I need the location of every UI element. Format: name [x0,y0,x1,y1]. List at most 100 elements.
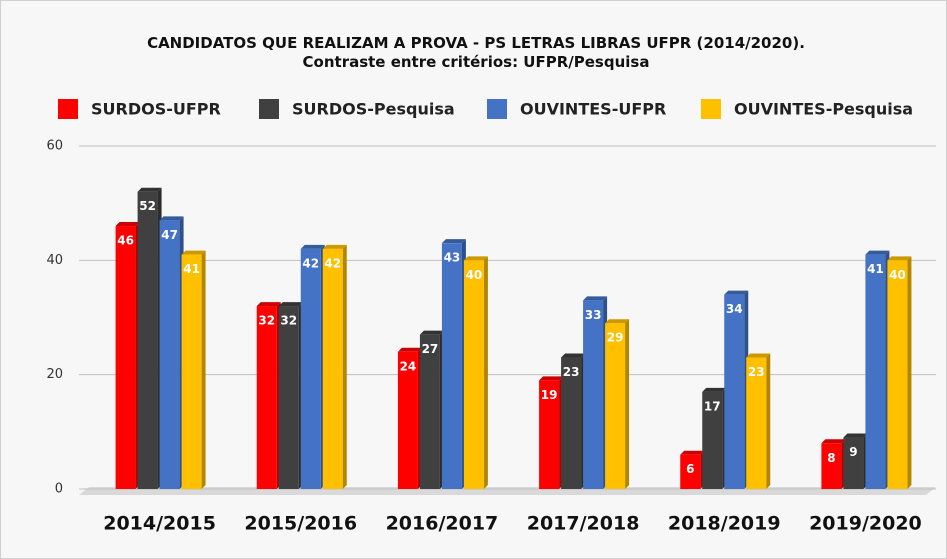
legend-label: OUVINTES-UFPR [520,100,666,119]
data-label: 41 [867,262,884,276]
bar-top [746,353,771,358]
bar-side [483,256,488,489]
chart-title-box: CANDIDATOS QUE REALIZAM A PROVA - PS LET… [41,34,911,72]
bar-top [680,450,705,455]
data-label: 46 [117,234,134,248]
legend-label: SURDOS-UFPR [91,100,221,119]
data-label: 40 [466,268,483,282]
bar-top [322,244,347,249]
data-label: 29 [607,331,624,345]
bar-top [605,319,630,324]
bar-side [625,319,630,489]
y-tick-label: 20 [46,367,63,382]
data-label: 8 [827,451,835,465]
bar-top [181,250,206,255]
y-tick-label: 40 [46,253,63,268]
bar-top [724,290,749,295]
bar-top [278,302,303,307]
bar [278,306,299,489]
bar [746,357,767,489]
data-label: 23 [563,365,580,379]
bar [561,357,582,489]
x-tick-label: 2015/2016 [244,513,357,535]
bar [724,294,745,489]
bar-top [865,250,890,255]
bar [256,306,277,489]
bar-side [907,256,912,489]
data-label: 19 [541,388,558,402]
bar-side [342,244,347,489]
bar [583,300,604,489]
bar [865,254,886,489]
bar [702,391,723,489]
bar [397,351,418,489]
bar-top [256,302,281,307]
x-tick-label: 2016/2017 [386,513,499,535]
bar [539,380,560,489]
data-label: 23 [748,365,765,379]
data-label: 27 [422,342,439,356]
bar [419,334,440,489]
data-label: 34 [726,302,743,316]
legend-swatch [701,99,721,119]
data-label: 42 [302,256,319,270]
bar [821,443,842,489]
bar-top [419,330,444,335]
data-label: 43 [444,251,461,265]
data-label: 40 [889,268,906,282]
bar-top [441,239,466,244]
bar-top [159,216,184,221]
legend-swatch [259,99,279,119]
bar-side [201,250,206,489]
bar [300,248,321,489]
bar [843,437,864,489]
bar-top [300,244,325,249]
data-label: 32 [258,314,275,328]
y-tick-label: 0 [55,482,63,497]
x-tick-label: 2018/2019 [668,513,781,535]
bar-top [821,439,846,444]
bar-top [115,222,140,227]
bar-top [702,387,727,392]
legend-swatch [487,99,507,119]
bar [322,248,343,489]
data-label: 33 [585,308,602,322]
bar [159,220,180,490]
data-label: 6 [686,462,694,476]
x-tick-label: 2019/2020 [809,513,922,535]
data-label: 41 [183,262,200,276]
bar-top [561,353,586,358]
bar-side [766,353,771,489]
x-tick-label: 2014/2015 [103,513,216,535]
chart-title: CANDIDATOS QUE REALIZAM A PROVA - PS LET… [147,34,805,71]
floor [79,487,936,495]
bar [463,260,484,489]
x-tick-label: 2017/2018 [527,513,640,535]
bar [605,323,626,489]
bar-top [463,256,488,261]
data-label: 52 [139,199,156,213]
bar [181,254,202,489]
data-label: 17 [704,399,721,413]
bar-top [583,296,608,301]
bar-top [887,256,912,261]
bar [115,226,136,490]
legend-swatch [58,99,78,119]
legend-label: SURDOS-Pesquisa [292,100,455,119]
data-label: 9 [849,445,857,459]
data-label: 24 [400,359,417,373]
legend-label: OUVINTES-Pesquisa [734,100,913,119]
data-label: 47 [161,228,178,242]
bar-top [137,187,162,192]
bar-top [397,347,422,352]
bar [680,454,701,489]
data-label: 42 [324,256,341,270]
bar-top [539,376,564,381]
y-tick-label: 60 [46,139,63,154]
bar [441,243,462,489]
bar [137,191,158,489]
data-label: 32 [280,314,297,328]
bar [887,260,908,489]
